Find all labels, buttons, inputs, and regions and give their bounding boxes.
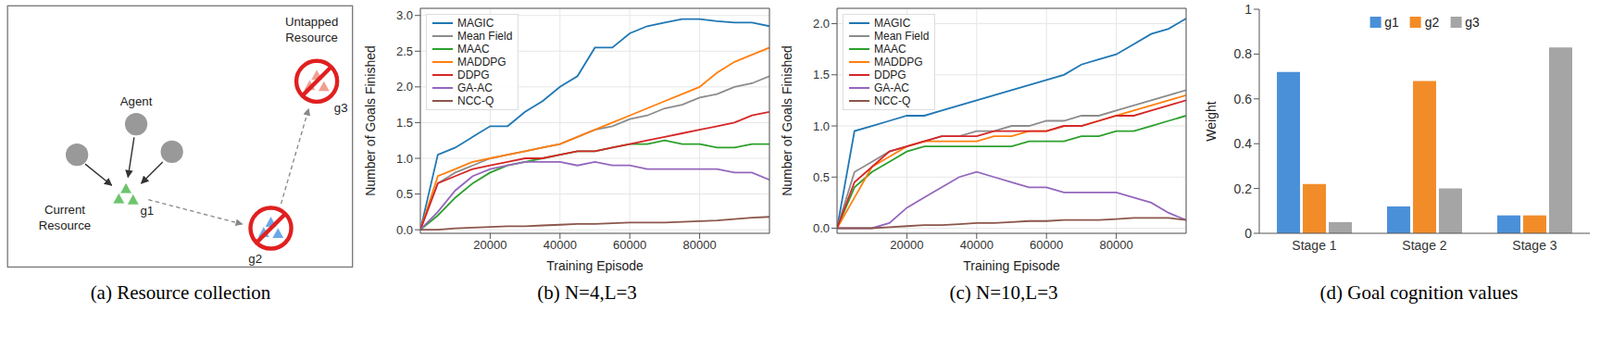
html-text:DDPG: DDPG — [457, 68, 490, 82]
html-text:DDPG: DDPG — [874, 68, 907, 82]
svg-text:3.0: 3.0 — [396, 8, 413, 23]
svg-text:0.6: 0.6 — [1234, 91, 1253, 107]
svg-text:40000: 40000 — [543, 237, 577, 252]
svg-text:g2: g2 — [248, 251, 263, 266]
svg-text:1.0: 1.0 — [396, 151, 413, 166]
svg-text:Weight: Weight — [1203, 100, 1219, 141]
svg-text:80000: 80000 — [683, 237, 717, 252]
svg-text:0.5: 0.5 — [812, 170, 830, 185]
svg-text:20000: 20000 — [473, 237, 507, 252]
html-text:(a) Resource collection: (a) Resource collection — [90, 281, 271, 304]
svg-text:0.0: 0.0 — [396, 223, 413, 238]
svg-text:Number of Goals Finished: Number of Goals Finished — [362, 45, 378, 197]
html-text:g3: g3 — [1465, 14, 1480, 30]
html-text:MAAC: MAAC — [874, 42, 907, 56]
svg-text:Stage 2: Stage 2 — [1401, 237, 1447, 253]
html-text:(c) N=10,L=3: (c) N=10,L=3 — [949, 281, 1058, 304]
svg-text:0.8: 0.8 — [1234, 46, 1253, 62]
svg-text:Stage 1: Stage 1 — [1291, 237, 1337, 253]
svg-text:0.2: 0.2 — [1234, 181, 1253, 197]
svg-text:0: 0 — [1244, 225, 1252, 241]
svg-text:20000: 20000 — [889, 237, 924, 252]
html-text:g1: g1 — [1384, 14, 1399, 30]
html-text:MADDPG: MADDPG — [874, 55, 923, 69]
html-text:MAAC: MAAC — [457, 42, 490, 56]
html-text:MAGIC: MAGIC — [457, 16, 494, 30]
html-text:Mean Field: Mean Field — [874, 29, 930, 43]
html-text:GA-AC: GA-AC — [874, 81, 910, 95]
svg-text:80000: 80000 — [1100, 237, 1134, 252]
svg-text:2.0: 2.0 — [812, 16, 830, 31]
svg-text:1: 1 — [1244, 1, 1252, 17]
svg-text:g1: g1 — [139, 203, 154, 218]
svg-text:Agent: Agent — [120, 94, 153, 109]
svg-text:Training Episode: Training Episode — [962, 258, 1061, 274]
svg-text:1.5: 1.5 — [812, 67, 830, 82]
svg-text:Resource: Resource — [285, 30, 338, 45]
html-text:(b) N=4,L=3: (b) N=4,L=3 — [537, 281, 637, 304]
svg-text:0.4: 0.4 — [1234, 136, 1253, 151]
svg-text:2.0: 2.0 — [396, 79, 413, 94]
html-text:MAGIC: MAGIC — [874, 16, 911, 30]
svg-text:40000: 40000 — [960, 237, 994, 252]
svg-text:2.5: 2.5 — [396, 44, 413, 59]
svg-text:Untapped: Untapped — [285, 14, 338, 29]
svg-text:0.0: 0.0 — [812, 221, 830, 236]
svg-text:Stage 3: Stage 3 — [1512, 237, 1557, 253]
html-text:Mean Field: Mean Field — [457, 29, 513, 43]
svg-text:Current: Current — [44, 202, 86, 217]
svg-text:0.5: 0.5 — [396, 187, 413, 201]
html-text:MADDPG: MADDPG — [457, 55, 507, 69]
html-text:NCC-Q: NCC-Q — [874, 94, 911, 108]
svg-text:Training Episode: Training Episode — [546, 258, 644, 274]
html-text:g2: g2 — [1424, 14, 1440, 30]
svg-text:Resource: Resource — [38, 218, 92, 233]
svg-text:g3: g3 — [334, 100, 349, 115]
html-text:(d) Goal cognition values: (d) Goal cognition values — [1319, 281, 1519, 304]
svg-text:1.5: 1.5 — [396, 115, 413, 130]
svg-text:60000: 60000 — [1029, 237, 1063, 252]
html-text:GA-AC: GA-AC — [457, 81, 493, 95]
svg-text:1.0: 1.0 — [812, 119, 830, 134]
svg-text:Number of Goals Finished: Number of Goals Finished — [779, 45, 795, 197]
html-text:NCC-Q: NCC-Q — [457, 94, 494, 108]
svg-text:60000: 60000 — [612, 237, 647, 252]
